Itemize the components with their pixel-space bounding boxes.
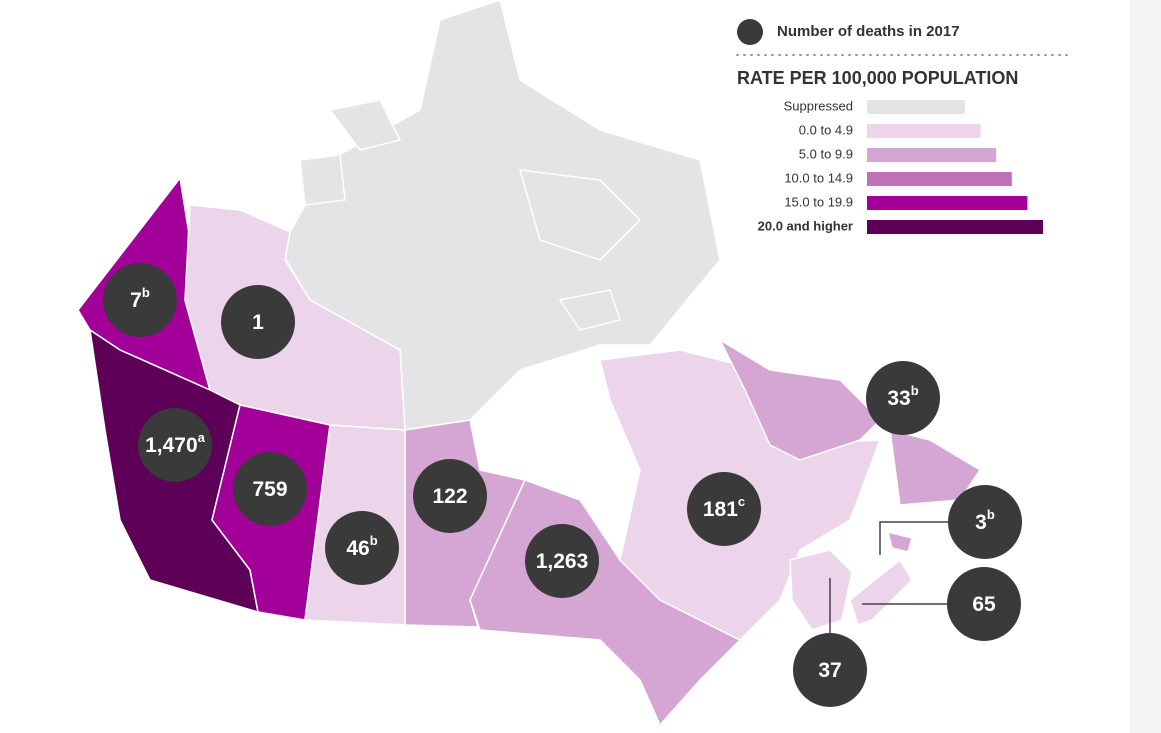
legend-marker <box>737 19 763 45</box>
legend-swatch <box>867 220 1043 234</box>
death-count: 1,470a <box>145 430 206 456</box>
death-count-note: b <box>142 285 150 300</box>
legend-swatch <box>867 172 1012 186</box>
death-count-value: 122 <box>432 485 467 508</box>
death-count: 46b <box>346 533 377 559</box>
death-circle <box>948 485 1022 559</box>
legend-swatch <box>867 148 997 162</box>
legend-label: 0.0 to 4.9 <box>799 122 853 137</box>
death-circle <box>866 361 940 435</box>
death-count: 759 <box>252 478 287 501</box>
death-count: 7b <box>130 285 150 311</box>
side-strip <box>1130 0 1161 733</box>
province <box>789 549 853 631</box>
death-count-note: c <box>738 494 745 509</box>
death-circle <box>413 459 487 533</box>
death-count-value: 33 <box>887 387 910 410</box>
death-circle <box>233 452 307 526</box>
death-count: 65 <box>972 593 996 616</box>
death-count-value: 1,263 <box>536 550 589 573</box>
province <box>184 204 406 431</box>
death-count: 1,263 <box>536 550 589 573</box>
death-count-value: 181 <box>703 498 738 521</box>
legend-swatch <box>867 196 1028 210</box>
death-count-value: 1 <box>252 311 264 334</box>
death-circle <box>687 472 761 546</box>
death-circle <box>138 408 212 482</box>
death-circle <box>221 285 295 359</box>
legend-swatch <box>867 100 965 114</box>
province <box>849 558 913 626</box>
death-count: 37 <box>818 659 841 682</box>
death-count-value: 1,470 <box>145 434 198 457</box>
death-count-value: 46 <box>346 537 369 560</box>
legend-marker-label: Number of deaths in 2017 <box>777 23 960 40</box>
legend-label: Suppressed <box>784 98 853 113</box>
legend-label: 20.0 and higher <box>758 218 853 233</box>
death-count-value: 37 <box>818 659 841 682</box>
legend-label: 5.0 to 9.9 <box>799 146 853 161</box>
death-circle <box>525 524 599 598</box>
death-count-value: 65 <box>972 593 996 616</box>
leader-lines <box>829 521 948 633</box>
death-count-note: b <box>911 383 919 398</box>
death-count-note: b <box>370 533 378 548</box>
legend-label: 10.0 to 14.9 <box>784 170 853 185</box>
death-count-value: 3 <box>975 511 987 534</box>
nunavut <box>279 0 721 431</box>
death-count: 3b <box>975 507 995 533</box>
death-circle <box>103 263 177 337</box>
death-count: 122 <box>432 485 467 508</box>
death-circle <box>325 511 399 585</box>
death-count-note: b <box>987 507 995 522</box>
death-count: 33b <box>887 383 918 409</box>
death-circle <box>793 633 867 707</box>
legend-label: 15.0 to 19.9 <box>784 194 853 209</box>
death-count: 181c <box>703 494 745 520</box>
province <box>889 429 982 506</box>
province <box>718 338 882 461</box>
death-count-value: 7 <box>130 289 142 312</box>
death-count-value: 759 <box>252 478 287 501</box>
province <box>886 530 913 553</box>
legend-title: RATE PER 100,000 POPULATION <box>737 68 1018 88</box>
death-count: 1 <box>252 311 264 334</box>
death-count-note: a <box>198 430 206 445</box>
death-circle <box>947 567 1021 641</box>
legend-swatch <box>867 124 981 138</box>
